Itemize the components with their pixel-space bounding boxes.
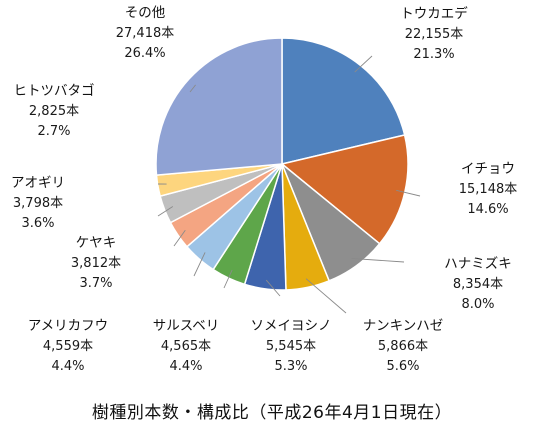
slice-count-label: 4,559本 — [43, 339, 93, 354]
slice-pct-label: 5.6% — [386, 359, 419, 374]
slice-label-11: その他 27,418本 26.4% — [116, 5, 175, 61]
slice-count-label: 2,825本 — [29, 104, 79, 119]
slice-name-label: ケヤキ — [76, 235, 117, 251]
slice-label-2: イチョウ 15,148本 14.6% — [459, 161, 518, 217]
slice-count-label: 5,866本 — [378, 339, 428, 354]
slice-name-label: ソメイヨシノ — [251, 318, 332, 334]
slice-pct-label: 4.4% — [51, 359, 84, 374]
slice-count-label: 5,545本 — [266, 339, 316, 354]
slice-pct-label: 8.0% — [461, 297, 494, 312]
slice-label-10: ヒトツバタゴ 2,825本 2.7% — [14, 82, 95, 139]
slice-count-label: 27,418本 — [116, 26, 175, 41]
leader-line-2 — [396, 189, 421, 197]
pie-slices — [155, 37, 409, 291]
slice-count-label: 3,798本 — [13, 196, 63, 211]
slice-count-label: 3,812本 — [71, 256, 121, 271]
leader-line-1 — [354, 55, 373, 73]
slice-name-label: ヒトツバタゴ — [14, 82, 95, 99]
slice-pct-label: 26.4% — [124, 46, 165, 61]
slice-name-label: トウカエデ — [400, 5, 468, 22]
leader-line-5 — [265, 279, 281, 297]
slice-count-label: 4,565本 — [161, 339, 211, 354]
slice-name-label: アメリカフウ — [28, 318, 108, 334]
slice-pct-label: 4.4% — [169, 359, 202, 374]
slice-name-label: ナンキンハゼ — [363, 318, 444, 334]
slice-pct-label: 3.7% — [79, 276, 112, 291]
slice-name-label: イチョウ — [461, 161, 515, 177]
slice-label-7: アメリカフウ 4,559本 4.4% — [28, 318, 108, 374]
slice-pct-label: 2.7% — [37, 124, 70, 139]
pie-slice-1 — [281, 37, 406, 165]
slice-pct-label: 14.6% — [467, 202, 508, 217]
slice-name-label: ハナミズキ — [444, 256, 512, 272]
slice-label-5: ソメイヨシノ 5,545本 5.3% — [251, 318, 332, 374]
pie-slice-11 — [155, 37, 283, 176]
slice-pct-label: 3.6% — [21, 216, 54, 231]
leader-line-6 — [223, 269, 233, 289]
slice-label-1: トウカエデ 22,155本 21.3% — [400, 5, 468, 62]
chart-caption: 樹種別本数・構成比（平成26年4月1日現在） — [91, 403, 453, 423]
slice-name-label: サルスベリ — [153, 318, 220, 334]
slice-label-6: サルスベリ 4,565本 4.4% — [153, 318, 220, 374]
slice-labels: トウカエデ 22,155本 21.3% イチョウ 15,148本 14.6% ハナミズキ 8,… — [11, 5, 517, 374]
slice-pct-label: 5.3% — [274, 359, 307, 374]
slice-count-label: 15,148本 — [459, 182, 518, 197]
slice-label-4: ナンキンハゼ 5,866本 5.6% — [363, 318, 444, 374]
leader-line-4 — [305, 278, 347, 314]
slice-label-9: アオギリ 3,798本 3.6% — [11, 175, 65, 231]
slice-count-label: 8,354本 — [453, 277, 503, 292]
slice-label-3: ハナミズキ 8,354本 8.0% — [444, 256, 512, 312]
slice-label-8: ケヤキ 3,812本 3.7% — [71, 235, 121, 291]
leader-line-9 — [157, 206, 174, 217]
slice-name-label: アオギリ — [11, 175, 65, 191]
leader-line-8 — [173, 229, 186, 247]
slice-name-label: その他 — [125, 5, 166, 21]
slice-pct-label: 21.3% — [413, 47, 454, 62]
leader-lines — [157, 55, 421, 314]
slice-count-label: 22,155本 — [405, 27, 464, 42]
leader-line-3 — [351, 257, 405, 263]
leader-line-11 — [189, 84, 196, 93]
leader-line-7 — [193, 252, 206, 277]
